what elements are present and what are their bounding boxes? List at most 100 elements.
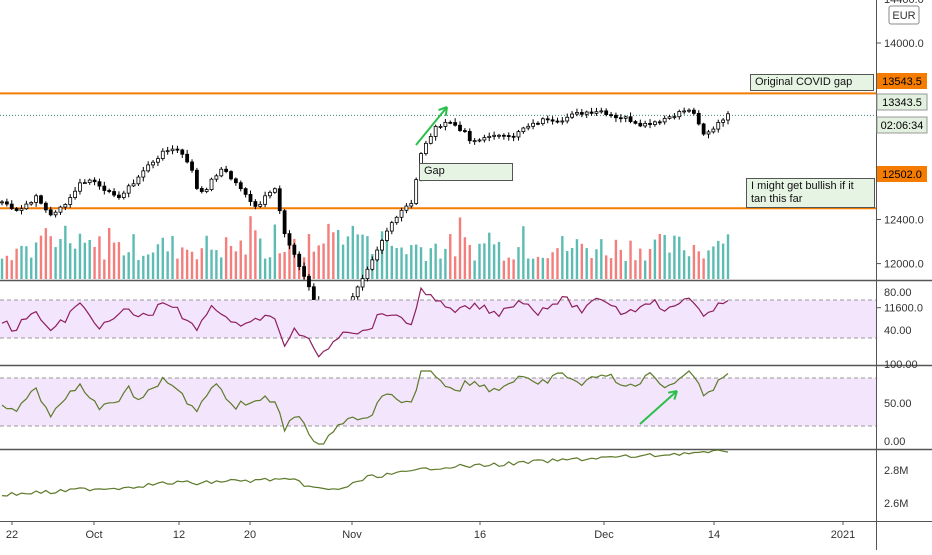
price-axis: 14400.0 14000.0 12400.0 12000.0 11600.0 80.00…	[876, 0, 924, 510]
volume-bar	[522, 226, 525, 279]
candle-body	[579, 112, 584, 115]
volume-bar	[10, 260, 13, 279]
time-axis: 22 Oct 12 20 Nov 16 Dec 14 2021	[6, 521, 855, 541]
candle-body	[453, 122, 458, 126]
candle-body	[82, 182, 87, 185]
rsi-pane[interactable]	[0, 286, 876, 358]
candle-body	[87, 179, 92, 184]
volume-bar	[600, 239, 603, 279]
volume-bar	[220, 257, 223, 279]
candle-body	[14, 208, 19, 211]
candle-body	[584, 111, 589, 115]
time-tick-label: Oct	[85, 529, 102, 541]
volume-bar	[156, 244, 160, 279]
volume-bar	[536, 256, 540, 279]
candle-body	[443, 121, 448, 127]
volume-bar	[73, 248, 77, 279]
gap-note[interactable]: Gap	[419, 163, 513, 181]
candles	[0, 107, 730, 328]
volume-bar	[449, 234, 452, 279]
candle-body	[58, 206, 63, 213]
volume-bar	[273, 224, 277, 279]
covid-gap-badge-text: 13543.5	[882, 76, 922, 88]
stoch-band	[0, 378, 876, 426]
candle-body	[614, 114, 618, 119]
candle-body	[297, 253, 302, 267]
candle-body	[370, 259, 375, 270]
volume-bar	[185, 249, 189, 279]
volume-bar	[64, 225, 67, 279]
candle-body	[78, 182, 82, 192]
candle-body	[92, 179, 97, 183]
candle-body	[121, 192, 126, 198]
candle-body	[375, 249, 380, 261]
price-trend-arrow	[415, 106, 448, 146]
volume-bar	[497, 241, 501, 279]
volume-bar	[210, 249, 213, 279]
volume-bar	[663, 234, 666, 279]
volume-bar	[414, 244, 418, 279]
candle-body	[404, 205, 409, 211]
bullish-note[interactable]: I might get bullish if it tan this far	[746, 178, 875, 208]
candle-body	[726, 113, 730, 121]
volume-bar	[405, 254, 408, 279]
covid-gap-note[interactable]: Original COVID gap	[750, 74, 874, 91]
price-pane[interactable]	[0, 92, 876, 328]
obv-tick-label: 2.8M	[884, 465, 908, 477]
volume-bar	[59, 238, 62, 279]
candle-body	[219, 168, 224, 177]
volume-bar	[483, 243, 486, 279]
candle-body	[24, 203, 29, 210]
countdown-badge	[876, 116, 928, 134]
currency-box[interactable]	[888, 5, 920, 25]
volume-bar	[458, 217, 462, 279]
candle-body	[594, 111, 599, 114]
stoch-line	[1, 370, 729, 445]
volume-bar	[366, 236, 369, 279]
volume-bar	[181, 247, 184, 279]
candle-body	[214, 175, 219, 180]
candle-body	[39, 195, 43, 204]
candle-body	[706, 131, 711, 135]
rsi-tick-label: 80.00	[884, 287, 912, 299]
volume-bar	[653, 239, 657, 279]
candle-body	[170, 148, 175, 152]
candle-body	[467, 131, 472, 142]
candle-body	[287, 233, 292, 246]
candle-body	[268, 191, 272, 197]
candle-body	[550, 119, 555, 122]
stoch-arrow	[639, 390, 678, 425]
candle-body	[233, 178, 238, 184]
obv-pane[interactable]	[1, 449, 729, 497]
volume-bar	[122, 255, 126, 279]
volume-bar	[107, 227, 111, 279]
volume-bar	[244, 254, 247, 279]
volume-bar	[609, 258, 613, 279]
candle-body	[146, 164, 151, 172]
candle-body	[487, 135, 492, 138]
candle-body	[9, 203, 14, 209]
volume-bar	[263, 258, 267, 279]
volume-bars	[0, 216, 730, 279]
candle-body	[68, 197, 73, 205]
volume-bar	[142, 255, 145, 279]
candle-body	[141, 170, 146, 178]
gap-level-badge	[877, 166, 927, 182]
candle-body	[657, 121, 662, 124]
candle-body	[151, 161, 155, 166]
volume-bar	[566, 250, 569, 279]
volume-bar	[551, 252, 554, 279]
candle-body	[73, 190, 77, 198]
volume-bar	[390, 245, 393, 279]
volume-bar	[34, 242, 38, 279]
candle-body	[175, 148, 180, 151]
volume-bar	[83, 242, 87, 279]
stoch-pane[interactable]	[0, 370, 876, 445]
time-tick-label: 14	[708, 529, 720, 541]
candle-body	[258, 203, 263, 207]
volume-bar	[614, 239, 618, 279]
candle-body	[117, 194, 121, 198]
volume-bar	[137, 260, 140, 279]
gap-level-badge-text: 12502.0	[882, 169, 922, 181]
